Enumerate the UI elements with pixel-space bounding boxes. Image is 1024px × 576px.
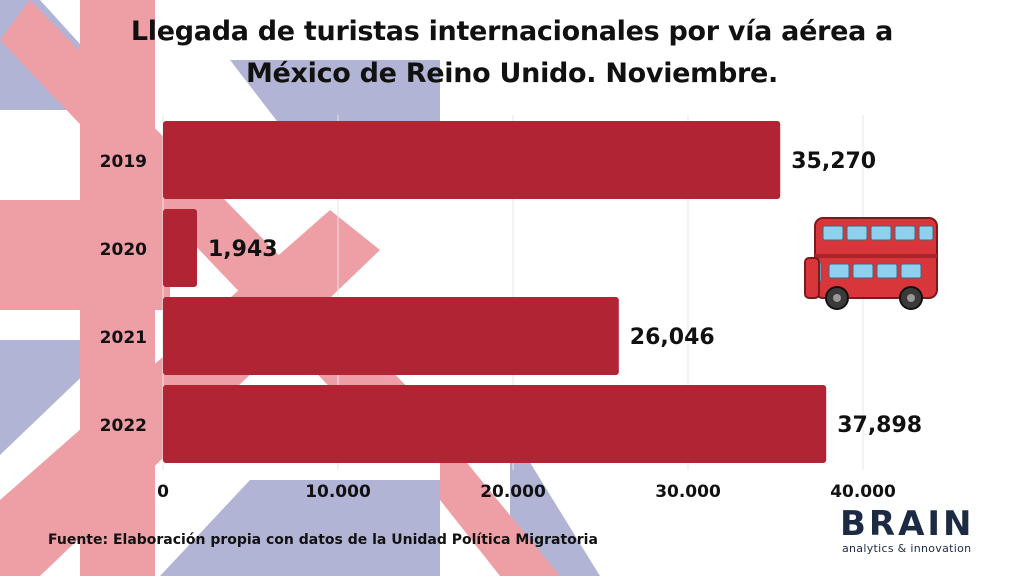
category-label-2022: 2022 bbox=[100, 416, 147, 436]
chart-title-line-2: México de Reino Unido. Noviembre. bbox=[245, 58, 779, 89]
bar-2019 bbox=[163, 121, 781, 199]
x-tick-label: 20.000 bbox=[480, 482, 546, 502]
value-label-2020: 1,943 bbox=[208, 237, 278, 262]
bar-2022 bbox=[163, 385, 827, 463]
brain-logo: BRAIN analytics & innovation bbox=[840, 506, 1000, 555]
bar-2020 bbox=[163, 209, 198, 287]
category-label-2021: 2021 bbox=[100, 328, 147, 348]
x-tick-label: 40.000 bbox=[830, 482, 896, 502]
chart-title-line-1: Llegada de turistas internacionales por … bbox=[130, 16, 894, 47]
value-label-2022: 37,898 bbox=[837, 413, 922, 438]
logo-wordmark: BRAIN bbox=[840, 504, 975, 544]
category-label-2020: 2020 bbox=[100, 240, 147, 260]
source-note: Fuente: Elaboración propia con datos de … bbox=[48, 532, 598, 548]
bar-2021 bbox=[163, 297, 619, 375]
value-label-2019: 35,270 bbox=[791, 149, 876, 174]
x-tick-label: 0 bbox=[157, 482, 169, 502]
value-label-2021: 26,046 bbox=[630, 325, 715, 350]
category-label-2019: 2019 bbox=[100, 152, 147, 172]
x-tick-label: 30.000 bbox=[655, 482, 721, 502]
double-decker-bus-icon bbox=[804, 217, 938, 310]
logo-tagline: analytics & innovation bbox=[842, 542, 972, 555]
x-tick-label: 10.000 bbox=[305, 482, 371, 502]
